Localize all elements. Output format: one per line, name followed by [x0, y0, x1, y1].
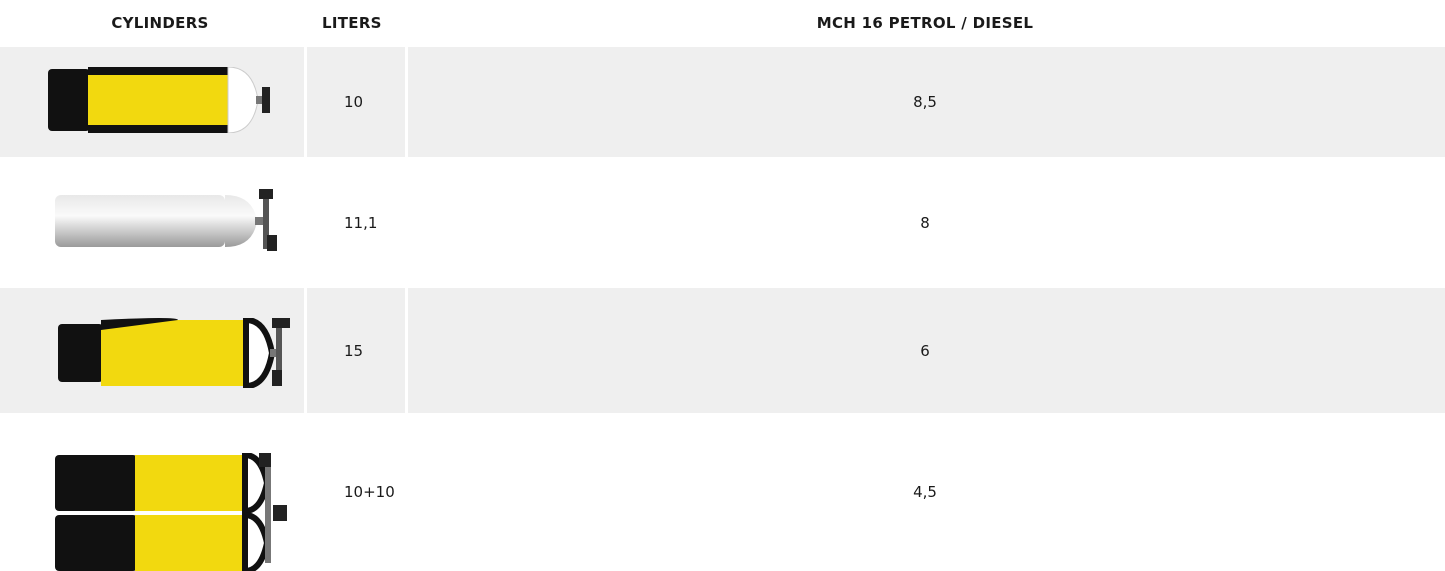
liters: 11,1	[344, 214, 377, 232]
row: 15 6	[0, 288, 1445, 413]
row: 10+10 4,5	[0, 413, 1445, 571]
row: 10 8,5	[0, 47, 1445, 157]
header-model: MCH 16 PETROL / DIESEL	[817, 14, 1034, 32]
liters: 10	[344, 93, 363, 111]
cylinder-image	[55, 189, 295, 253]
row: 11,1 8	[0, 157, 1445, 288]
cylinder-image	[48, 67, 273, 133]
separator	[304, 288, 307, 413]
separator	[304, 47, 307, 157]
liters: 15	[344, 342, 363, 360]
header-cylinders: CYLINDERS	[111, 14, 208, 32]
cylinder-image	[55, 453, 291, 571]
separator	[405, 288, 408, 413]
page: CYLINDERS LITERS MCH 16 PETROL / DIESEL …	[0, 0, 1445, 571]
value: 4,5	[913, 483, 937, 501]
value: 8,5	[913, 93, 937, 111]
header-liters: LITERS	[322, 14, 382, 32]
liters: 10+10	[344, 483, 395, 501]
separator	[405, 47, 408, 157]
cylinder-image	[58, 318, 294, 388]
value: 6	[920, 342, 930, 360]
value: 8	[920, 214, 930, 232]
